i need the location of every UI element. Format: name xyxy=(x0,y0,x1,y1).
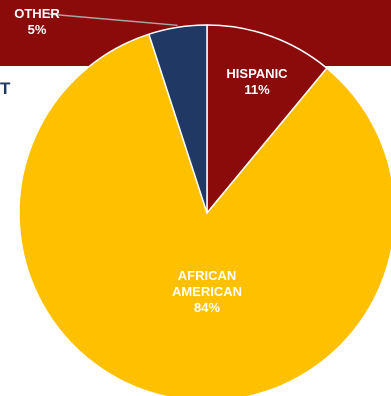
african-american-label: AFRICAN AMERICAN 84% xyxy=(136,268,278,316)
other-leader-line xyxy=(47,13,178,27)
other-label: OTHER 5% xyxy=(2,6,72,38)
other-value: 5% xyxy=(27,22,47,37)
hispanic-name: HISPANIC xyxy=(226,66,288,81)
cropped-heading-text: T xyxy=(0,79,11,98)
hispanic-label: HISPANIC 11% xyxy=(203,66,311,98)
pie-slice-other xyxy=(147,24,208,214)
african-american-value: 84% xyxy=(193,300,221,315)
african-american-name-line-1: AFRICAN xyxy=(177,268,237,283)
african-american-name-line-2: AMERICAN xyxy=(171,284,243,299)
pie-slice-african-american xyxy=(18,33,391,396)
other-name: OTHER xyxy=(14,6,60,21)
hispanic-value: 11% xyxy=(244,82,270,97)
pie-slice-hispanic xyxy=(206,24,328,216)
